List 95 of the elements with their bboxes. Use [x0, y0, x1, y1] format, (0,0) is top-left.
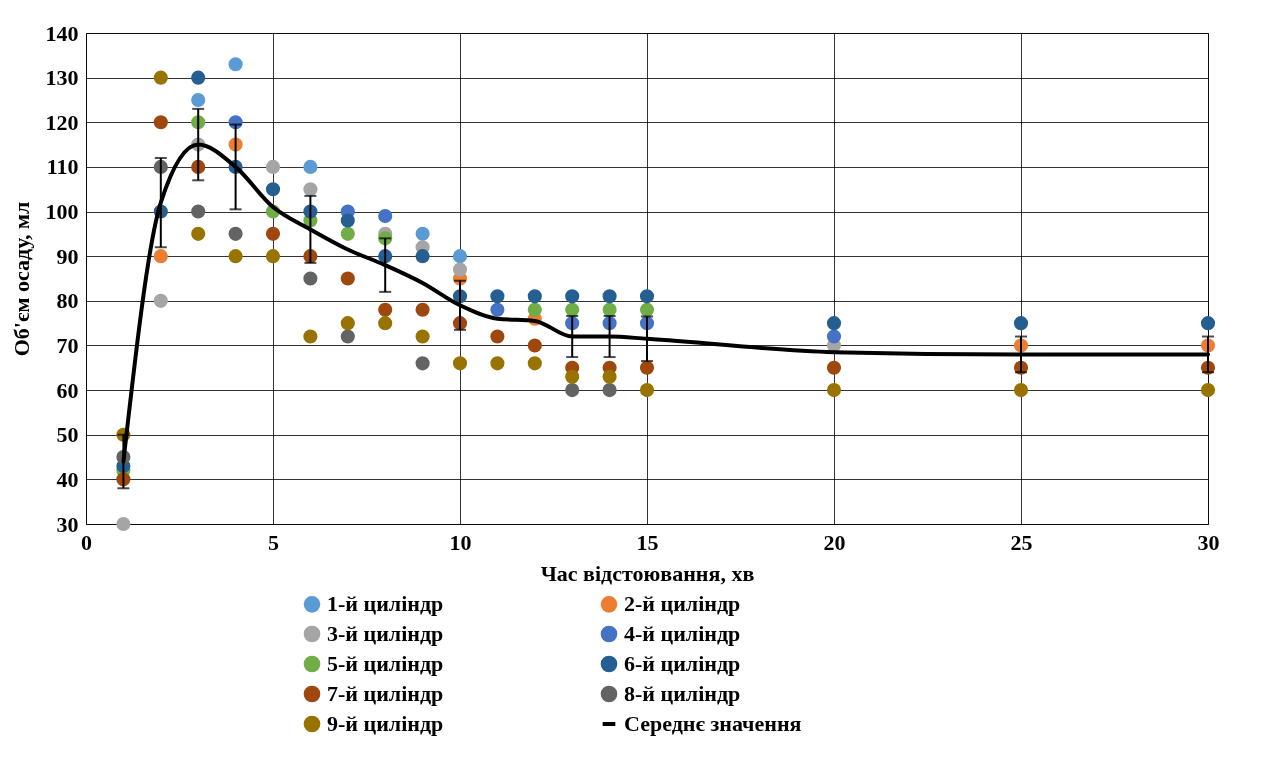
- legend-label: 6-й циліндр: [624, 651, 741, 676]
- point: [490, 289, 505, 304]
- point: [490, 356, 505, 371]
- point: [826, 383, 842, 398]
- y-tick-label: 70: [56, 332, 79, 358]
- y-tick-label: 100: [45, 199, 79, 225]
- point: [1013, 316, 1029, 331]
- point: [527, 302, 542, 317]
- y-tick-label: 110: [46, 154, 79, 180]
- point: [415, 329, 430, 344]
- point: [415, 356, 430, 371]
- point: [191, 226, 206, 241]
- y-axis-title: Об'єм осаду, мл: [8, 201, 34, 357]
- y-tick-label: 120: [45, 109, 79, 135]
- point: [826, 329, 842, 344]
- point: [153, 293, 168, 308]
- point: [415, 226, 430, 241]
- point: [191, 70, 206, 85]
- point: [826, 360, 842, 375]
- y-tick-label: 140: [45, 20, 79, 46]
- point: [340, 271, 355, 286]
- point: [565, 302, 580, 317]
- legend-label: 8-й циліндр: [624, 681, 741, 706]
- y-tick-label: 130: [45, 65, 79, 91]
- point: [565, 289, 580, 304]
- y-tick-label: 80: [56, 288, 79, 314]
- x-tick-label: 30: [1197, 529, 1220, 555]
- point: [565, 383, 580, 398]
- legend-label: 1-й циліндр: [327, 591, 444, 617]
- point: [452, 249, 468, 264]
- y-tick-label: 50: [56, 422, 79, 448]
- legend-label: 3-й циліндр: [327, 621, 444, 646]
- point: [602, 302, 617, 317]
- point: [639, 360, 655, 375]
- point: [228, 57, 243, 72]
- point: [116, 516, 131, 532]
- point: [527, 289, 542, 304]
- point: [378, 302, 393, 317]
- point: [490, 329, 505, 344]
- point: [1200, 383, 1216, 398]
- legend-label: 5-й циліндр: [327, 651, 444, 676]
- point: [452, 356, 468, 371]
- point: [1013, 383, 1029, 398]
- point: [340, 226, 355, 241]
- point: [153, 70, 168, 85]
- point: [153, 249, 168, 264]
- point: [378, 208, 393, 224]
- point: [303, 329, 318, 344]
- point: [602, 289, 617, 304]
- x-tick-label: 10: [449, 529, 472, 555]
- point: [153, 115, 168, 130]
- point: [340, 316, 355, 331]
- point: [191, 92, 206, 108]
- point: [378, 316, 393, 331]
- point: [452, 262, 468, 277]
- point: [639, 289, 655, 304]
- legend-label: 2-й циліндр: [624, 591, 741, 617]
- point: [340, 213, 355, 228]
- point: [265, 182, 281, 197]
- x-tick-label: 5: [268, 529, 279, 555]
- point: [639, 302, 655, 317]
- point: [490, 302, 505, 317]
- point: [602, 383, 617, 398]
- point: [191, 204, 206, 219]
- x-tick-label: 25: [1010, 529, 1033, 555]
- point: [415, 249, 430, 264]
- point: [340, 329, 355, 344]
- y-tick-label: 40: [56, 466, 79, 492]
- point: [527, 356, 542, 371]
- point: [826, 316, 842, 331]
- legend-label: 4-й циліндр: [624, 621, 741, 646]
- point: [415, 302, 430, 317]
- legend-label: 7-й циліндр: [327, 681, 444, 706]
- point: [303, 159, 318, 174]
- point: [303, 271, 318, 286]
- point: [527, 338, 542, 353]
- point: [602, 369, 617, 384]
- legend-label: Середнє значення: [624, 711, 802, 736]
- x-tick-label: 15: [636, 529, 659, 555]
- point: [228, 226, 243, 241]
- point: [265, 226, 281, 241]
- legend-label: 9-й циліндр: [327, 711, 444, 736]
- point: [228, 249, 243, 264]
- x-tick-label: 20: [823, 529, 846, 555]
- point: [265, 249, 281, 264]
- x-axis-title: Час відстоювання, хв: [540, 560, 755, 586]
- y-tick-label: 90: [56, 243, 79, 269]
- point: [303, 182, 318, 197]
- point: [265, 159, 281, 174]
- x-tick-label: 0: [81, 529, 92, 555]
- point: [565, 369, 580, 384]
- point: [639, 383, 655, 398]
- point: [1200, 316, 1216, 331]
- y-tick-label: 60: [56, 377, 79, 403]
- y-tick-label: 30: [56, 511, 79, 537]
